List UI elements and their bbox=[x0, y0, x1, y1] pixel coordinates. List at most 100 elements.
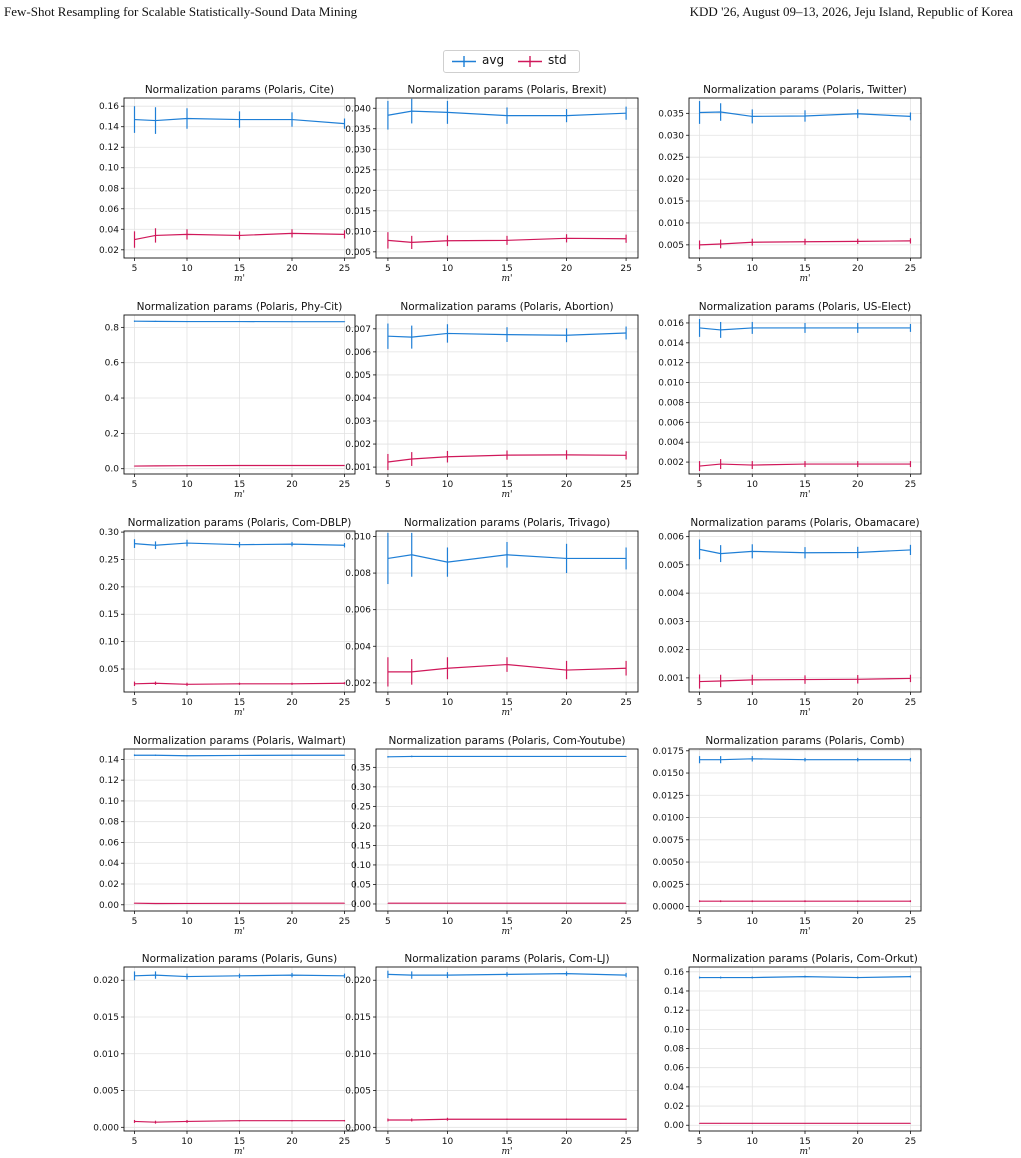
y-tick-label: 0.30 bbox=[351, 783, 371, 793]
series-line-avg bbox=[387, 332, 627, 338]
x-tick-label: 25 bbox=[339, 1137, 350, 1147]
x-axis-label: m' bbox=[501, 708, 512, 718]
y-tick-label: 0.006 bbox=[658, 533, 684, 543]
chart-panel-2: 5 10 15 20 25 0.005 0.010 0.015 0.020 0.025 0.030 0… bbox=[345, 84, 639, 284]
x-tick-label: 15 bbox=[799, 480, 810, 490]
y-tick-label: 0.007 bbox=[345, 325, 371, 335]
y-tick-label: 0.15 bbox=[99, 610, 119, 620]
y-tick-label: 0.12 bbox=[99, 143, 119, 153]
series-line-avg bbox=[699, 758, 911, 761]
y-tick-label: 0.030 bbox=[658, 131, 684, 141]
chart-title: Normalization params (Polaris, Brexit) bbox=[407, 84, 606, 96]
series-line-std bbox=[699, 463, 911, 467]
y-tick-label: 0.006 bbox=[345, 348, 371, 358]
x-tick-label: 20 bbox=[852, 917, 864, 927]
x-axis-label: m' bbox=[234, 1147, 245, 1157]
series-line-avg bbox=[699, 111, 911, 118]
y-tick-label: 0.012 bbox=[658, 359, 684, 369]
y-tick-label: 0.020 bbox=[93, 976, 119, 986]
y-tick-label: 0.002 bbox=[658, 458, 684, 468]
x-tick-label: 25 bbox=[339, 264, 350, 274]
y-tick-label: 0.000 bbox=[93, 1123, 119, 1133]
x-tick-label: 10 bbox=[181, 1137, 193, 1147]
y-tick-label: 0.002 bbox=[345, 679, 371, 689]
y-tick-label: 0.02 bbox=[99, 246, 119, 256]
chart-title: Normalization params (Polaris, Guns) bbox=[142, 953, 337, 965]
y-tick-label: 0.05 bbox=[99, 665, 119, 675]
y-tick-label: 0.0150 bbox=[653, 769, 685, 779]
x-tick-label: 15 bbox=[501, 698, 512, 708]
y-tick-label: 0.015 bbox=[345, 207, 371, 217]
x-tick-label: 5 bbox=[385, 480, 391, 490]
y-tick-label: 0.00 bbox=[99, 901, 119, 911]
series-line-avg bbox=[134, 320, 345, 323]
y-tick-label: 0.4 bbox=[105, 394, 120, 404]
series-line-avg bbox=[134, 974, 345, 978]
y-tick-label: 0.005 bbox=[658, 241, 684, 251]
x-axis-label: m' bbox=[799, 708, 810, 718]
series-line-avg bbox=[387, 973, 627, 976]
x-tick-label: 15 bbox=[234, 480, 245, 490]
x-tick-label: 5 bbox=[132, 917, 138, 927]
x-axis-label: m' bbox=[799, 490, 810, 500]
chart-panel-3: 5 10 15 20 25 0.005 0.010 0.015 0.020 0.025 0.030 0… bbox=[658, 84, 922, 284]
series-line-std bbox=[387, 663, 627, 673]
chart-panel-11: 5 10 15 20 25 0.00 0.05 0.10 0.15 0.20 0.25 0.30 0.3… bbox=[351, 735, 639, 937]
y-tick-label: 0.003 bbox=[658, 617, 684, 627]
chart-panel-13: 5 10 15 20 25 0.000 0.005 0.010 0.015 0.020 Normal… bbox=[93, 953, 356, 1157]
y-tick-label: 0.008 bbox=[658, 398, 684, 408]
y-tick-label: 0.20 bbox=[99, 583, 119, 593]
x-tick-label: 5 bbox=[385, 917, 391, 927]
x-axis-label: m' bbox=[234, 490, 245, 500]
x-tick-label: 10 bbox=[442, 264, 454, 274]
y-tick-label: 0.004 bbox=[658, 438, 684, 448]
y-tick-label: 0.14 bbox=[99, 755, 119, 765]
y-tick-label: 0.14 bbox=[664, 987, 684, 997]
x-tick-label: 25 bbox=[339, 917, 350, 927]
y-tick-label: 0.001 bbox=[658, 674, 684, 684]
x-tick-label: 5 bbox=[697, 480, 703, 490]
chart-title: Normalization params (Polaris, Trivago) bbox=[404, 517, 610, 529]
series-line-avg bbox=[699, 975, 911, 979]
series-line-avg bbox=[387, 554, 627, 563]
chart-title: Normalization params (Polaris, Cite) bbox=[145, 84, 334, 96]
y-tick-label: 0.08 bbox=[664, 1045, 684, 1055]
y-tick-label: 0.020 bbox=[658, 175, 684, 185]
y-tick-label: 0.010 bbox=[345, 1050, 371, 1060]
y-tick-label: 0.010 bbox=[345, 227, 371, 237]
x-tick-label: 25 bbox=[339, 480, 350, 490]
y-tick-label: 0.005 bbox=[345, 371, 371, 381]
x-tick-label: 25 bbox=[620, 698, 631, 708]
x-tick-label: 10 bbox=[747, 917, 759, 927]
series-line-std bbox=[134, 232, 345, 241]
x-tick-label: 5 bbox=[697, 1137, 703, 1147]
y-tick-label: 0.05 bbox=[351, 880, 371, 890]
x-tick-label: 10 bbox=[181, 480, 193, 490]
x-tick-label: 20 bbox=[286, 264, 298, 274]
x-tick-label: 10 bbox=[181, 264, 193, 274]
x-tick-label: 25 bbox=[620, 1137, 631, 1147]
x-tick-label: 20 bbox=[561, 480, 573, 490]
x-tick-label: 20 bbox=[286, 698, 298, 708]
x-tick-label: 10 bbox=[442, 1137, 454, 1147]
chart-panel-9: 5 10 15 20 25 0.001 0.002 0.003 0.004 0.005 0.006 N… bbox=[658, 517, 922, 718]
chart-title: Normalization params (Polaris, Com-LJ) bbox=[404, 953, 609, 965]
y-tick-label: 0.004 bbox=[345, 642, 371, 652]
x-tick-label: 15 bbox=[799, 698, 810, 708]
y-tick-label: 0.04 bbox=[99, 225, 119, 235]
y-tick-label: 0.006 bbox=[658, 418, 684, 428]
y-tick-label: 0.014 bbox=[658, 339, 684, 349]
y-tick-label: 0.04 bbox=[664, 1083, 684, 1093]
x-tick-label: 15 bbox=[799, 264, 810, 274]
y-tick-label: 0.06 bbox=[99, 838, 119, 848]
legend-label-std: std bbox=[548, 53, 567, 67]
x-axis-label: m' bbox=[234, 274, 245, 284]
y-tick-label: 0.004 bbox=[345, 394, 371, 404]
legend: avg std bbox=[443, 50, 580, 73]
chart-title: Normalization params (Polaris, Abortion) bbox=[400, 301, 613, 313]
chart-title: Normalization params (Polaris, Twitter) bbox=[703, 84, 907, 96]
y-tick-label: 0.14 bbox=[99, 123, 119, 133]
legend-markers bbox=[452, 56, 542, 67]
y-tick-label: 0.040 bbox=[345, 104, 371, 114]
x-tick-label: 5 bbox=[132, 480, 138, 490]
